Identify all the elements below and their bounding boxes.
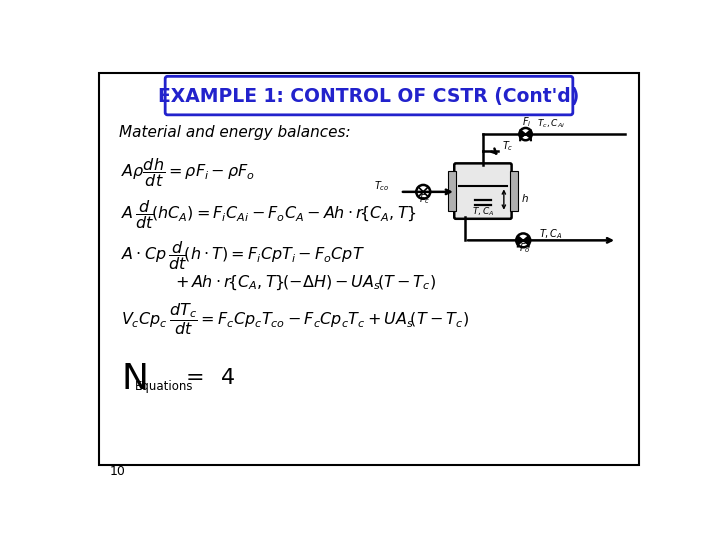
Polygon shape	[523, 236, 528, 245]
Polygon shape	[526, 130, 531, 139]
Polygon shape	[520, 130, 526, 139]
Bar	[448, 171, 456, 211]
Text: $T_c$: $T_c$	[502, 139, 513, 153]
Text: $A\, \dfrac{d}{dt}\!\left(hC_A\right) = F_i C_{Ai} - F_o C_A - Ah\cdot r\!\left\: $A\, \dfrac{d}{dt}\!\left(hC_A\right) = …	[121, 199, 417, 232]
Text: $V_c Cp_c\, \dfrac{dT_c}{dt} = F_c Cp_c T_{co} - F_c Cp_c T_c + UA_s\!\left(T - : $V_c Cp_c\, \dfrac{dT_c}{dt} = F_c Cp_c …	[121, 301, 469, 337]
Text: $T, C_A$: $T, C_A$	[539, 227, 562, 241]
Text: Equations: Equations	[135, 380, 194, 393]
FancyBboxPatch shape	[165, 76, 573, 115]
Bar	[510, 171, 518, 211]
Text: $F_o$: $F_o$	[519, 241, 531, 255]
Text: $T_{co}$: $T_{co}$	[374, 179, 390, 193]
Text: Material and energy balances:: Material and energy balances:	[120, 125, 351, 140]
Text: $h$: $h$	[521, 192, 528, 204]
Text: $F_i$: $F_i$	[522, 115, 531, 129]
FancyBboxPatch shape	[99, 72, 639, 465]
Polygon shape	[518, 236, 523, 245]
Text: $+\,Ah\cdot r\!\left\{C_A,T\right\}\!\left(-\Delta H\right) - UA_s\!\left(T - T_: $+\,Ah\cdot r\!\left\{C_A,T\right\}\!\le…	[175, 273, 436, 292]
Text: 10: 10	[109, 465, 125, 478]
Text: $T_c, C_{Ai}$: $T_c, C_{Ai}$	[537, 117, 565, 130]
Text: $A\cdot Cp\, \dfrac{d}{dt}\!\left(h\cdot T\right) = F_i CpT_i - F_o CpT$: $A\cdot Cp\, \dfrac{d}{dt}\!\left(h\cdot…	[121, 239, 365, 272]
FancyBboxPatch shape	[454, 164, 512, 219]
Text: $T, C_A$: $T, C_A$	[472, 206, 494, 218]
Text: $\mathsf{N}$: $\mathsf{N}$	[121, 362, 146, 396]
Text: $=\;\;4$: $=\;\;4$	[181, 368, 235, 388]
Text: EXAMPLE 1: CONTROL OF CSTR (Cont'd): EXAMPLE 1: CONTROL OF CSTR (Cont'd)	[158, 87, 580, 106]
Text: $F_c$: $F_c$	[419, 193, 431, 206]
Text: $A\rho \dfrac{dh}{dt} = \rho F_i - \rho F_o$: $A\rho \dfrac{dh}{dt} = \rho F_i - \rho …	[121, 156, 255, 189]
